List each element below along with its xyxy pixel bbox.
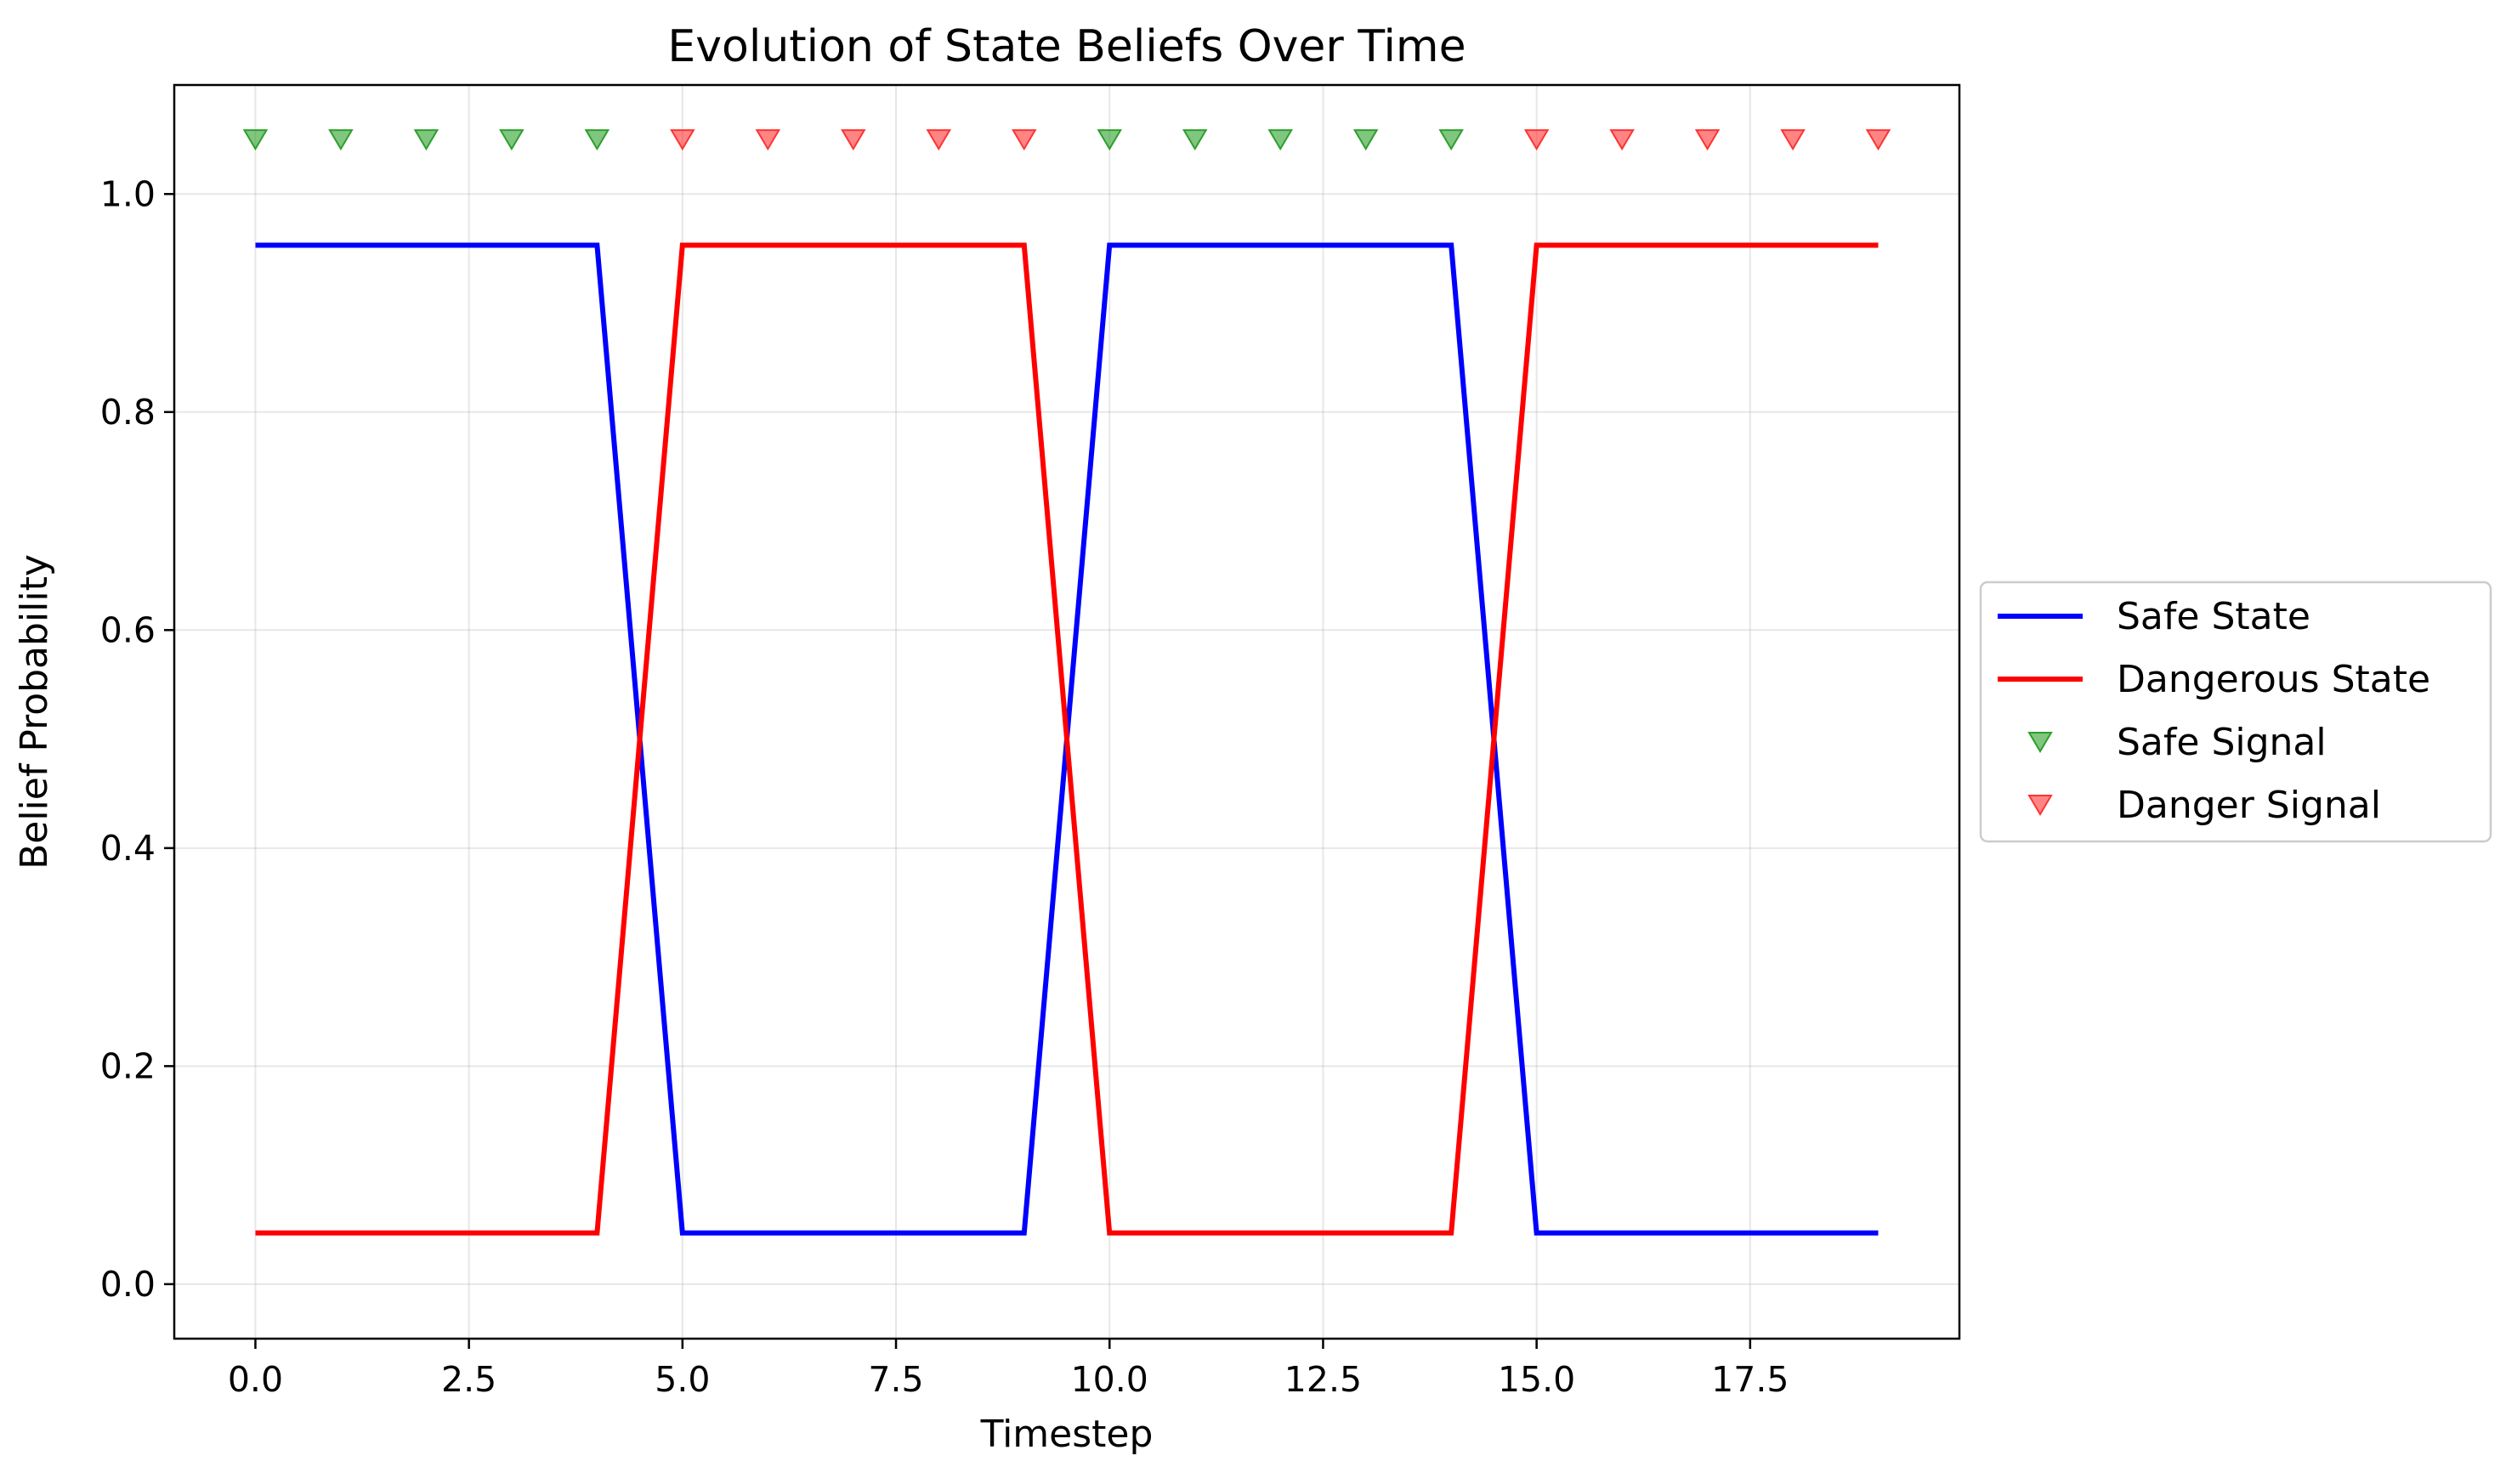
- legend-danger-signal-label: Danger Signal: [2117, 784, 2381, 827]
- safe-signal-marker: [1267, 129, 1293, 151]
- safe-signal-marker: [1097, 129, 1122, 151]
- safe-signal-marker: [242, 129, 269, 151]
- grid-lines: [174, 85, 1959, 1339]
- danger-signal-marker: [755, 129, 781, 151]
- y-tick-label: 0.4: [100, 828, 156, 869]
- plot-frame: [173, 83, 1961, 1340]
- x-tick-label: 5.0: [655, 1359, 710, 1400]
- danger-signal-marker: [1865, 129, 1891, 151]
- legend: Safe State Dangerous State Safe Signal Dang…: [1979, 581, 2492, 843]
- danger-signal-marker: [1012, 129, 1037, 151]
- safe-signal-marker: [1352, 129, 1379, 151]
- safe-signal-marker: [413, 129, 439, 151]
- danger-signal-marker: [1523, 129, 1550, 151]
- safe-signal-marker: [1438, 129, 1464, 151]
- x-tick-label: 12.5: [1284, 1359, 1362, 1400]
- chart-title: Evolution of State Beliefs Over Time: [667, 21, 1466, 72]
- safe-signal-marker: [328, 129, 354, 151]
- y-tick-label: 0.2: [100, 1045, 156, 1086]
- legend-danger-signal-swatch: [2027, 794, 2053, 817]
- safe-signal-marker: [1182, 129, 1208, 151]
- legend-safe-signal-label: Safe Signal: [2117, 721, 2327, 764]
- danger-signal-marker: [841, 129, 866, 151]
- safe-signal-marker: [499, 129, 524, 151]
- y-tick-label: 0.0: [100, 1264, 156, 1305]
- danger-signal-marker: [1694, 129, 1721, 151]
- danger-signal-marker: [1609, 129, 1635, 151]
- x-axis-label: Timestep: [980, 1413, 1154, 1456]
- danger-signal-marker: [1780, 129, 1806, 151]
- y-tick-label: 1.0: [100, 173, 156, 214]
- x-tick-label: 10.0: [1071, 1359, 1148, 1400]
- series-layer: [242, 129, 1891, 1236]
- y-axis-label: Belief Probability: [13, 554, 56, 869]
- axis-ticks: 0.0 2.5 5.0 7.5 10.0 12.5 15.0 17.5 0.0 0.2 0.4 0.6…: [100, 173, 1789, 1400]
- safe-signal-marker: [584, 129, 610, 151]
- danger-signal-marker: [926, 129, 952, 151]
- legend-safe-state-label: Safe State: [2117, 595, 2310, 638]
- legend-dangerous-state-label: Dangerous State: [2117, 658, 2430, 701]
- danger-signal-marker: [670, 129, 695, 151]
- x-tick-label: 0.0: [228, 1359, 283, 1400]
- y-tick-label: 0.6: [100, 609, 156, 650]
- x-tick-label: 7.5: [868, 1359, 923, 1400]
- legend-box: [1979, 581, 2492, 843]
- dangerous-state-line: [255, 242, 1879, 1236]
- x-tick-label: 17.5: [1711, 1359, 1789, 1400]
- x-tick-label: 2.5: [441, 1359, 496, 1400]
- y-tick-label: 0.8: [100, 392, 156, 433]
- legend-safe-signal-swatch: [2027, 731, 2053, 754]
- x-tick-label: 15.0: [1498, 1359, 1575, 1400]
